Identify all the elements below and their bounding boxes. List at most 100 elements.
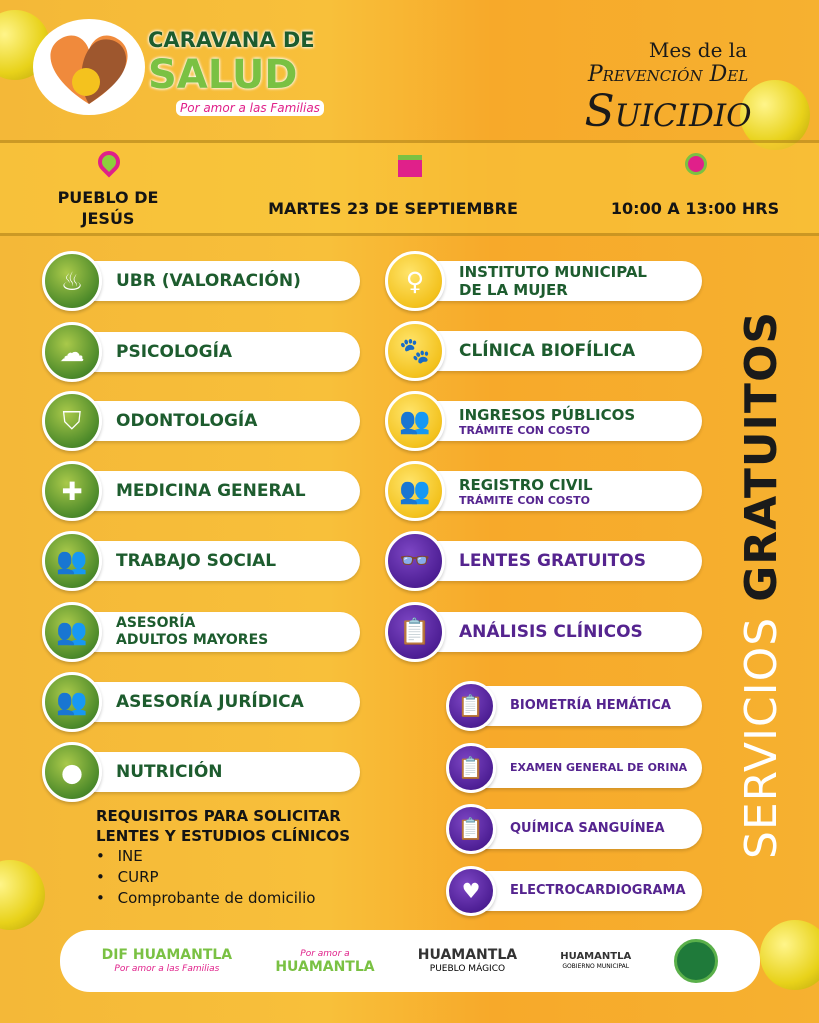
service-item: BIOMETRÍA HEMÁTICA 📋 (446, 681, 702, 731)
service-label: MEDICINA GENERAL (116, 481, 306, 501)
people-desk-icon: 👥 (42, 531, 102, 591)
massage-therapy-icon: ♨ (42, 251, 102, 311)
location-pin-icon (93, 146, 125, 178)
service-label-pill: CLÍNICA BIOFÍLICA (415, 331, 702, 371)
caravana-logo: CARAVANA DE SALUD Por amor a las Familia… (36, 22, 324, 122)
requirement-item: CURP (96, 867, 350, 888)
people-desk-icon: 👥 (385, 461, 445, 521)
service-label-pill: BIOMETRÍA HEMÁTICA (471, 686, 702, 726)
service-label-pill: EXAMEN GENERAL DE ORINA (471, 748, 702, 788)
clipboard-icon: 📋 (446, 743, 496, 793)
service-label: LENTES GRATUITOS (459, 551, 646, 571)
service-label-pill: ANÁLISIS CLÍNICOS (415, 612, 702, 652)
service-label: ANÁLISIS CLÍNICOS (459, 622, 643, 642)
people-desk-icon: 👥 (385, 391, 445, 451)
service-label: PSICOLOGÍA (116, 342, 233, 362)
calendar-icon (398, 155, 422, 177)
service-item: ASESORÍA JURÍDICA 👥 (42, 672, 360, 732)
event-time: 10:00 A 13:00 HRS (610, 199, 780, 218)
service-item: UBR (VALORACIÓN) ♨ (42, 251, 360, 311)
service-item: NUTRICIÓN ● (42, 742, 360, 802)
apple-icon: ● (42, 742, 102, 802)
service-item: REGISTRO CIVIL TRÁMITE CON COSTO 👥 (385, 461, 702, 521)
service-label-pill: MEDICINA GENERAL (72, 471, 360, 511)
paw-icon: 🐾 (385, 321, 445, 381)
service-label-pill: ODONTOLOGÍA (72, 401, 360, 441)
service-label-pill: LENTES GRATUITOS (415, 541, 702, 581)
service-label-pill: PSICOLOGÍA (72, 332, 360, 372)
service-item: MEDICINA GENERAL ✚ (42, 461, 360, 521)
pueblo-magico-logo: HUAMANTLA PUEBLO MÁGICO (417, 946, 518, 974)
requirement-item: Comprobante de domicilio (96, 888, 350, 909)
event-date: MARTES 23 DE SEPTIEMBRE (268, 199, 518, 218)
service-item: EXAMEN GENERAL DE ORINA 📋 (446, 743, 702, 793)
service-item: INSTITUTO MUNICIPAL DE LA MUJER ♀ (385, 251, 702, 311)
logo-line1: CARAVANA DE (148, 28, 315, 52)
service-label-pill: REGISTRO CIVIL TRÁMITE CON COSTO (415, 471, 702, 511)
service-label-pill: ELECTROCARDIOGRAMA (471, 871, 702, 911)
service-label: INSTITUTO MUNICIPAL (459, 263, 647, 281)
service-item: CLÍNICA BIOFÍLICA 🐾 (385, 321, 702, 381)
service-item: ODONTOLOGÍA ⛉ (42, 391, 360, 451)
service-item: ASESORÍA ADULTOS MAYORES 👥 (42, 602, 360, 662)
service-label: ASESORÍA JURÍDICA (116, 692, 304, 712)
service-label: EXAMEN GENERAL DE ORINA (510, 761, 688, 774)
por-amor-huamantla-logo: Por amor a HUAMANTLA (275, 948, 375, 975)
clipboard-icon: 📋 (446, 804, 496, 854)
service-label: BIOMETRÍA HEMÁTICA (510, 698, 671, 713)
service-label-pill: ASESORÍA JURÍDICA (72, 682, 360, 722)
service-label: CLÍNICA BIOFÍLICA (459, 341, 636, 361)
brain-icon: ☁ (42, 322, 102, 382)
service-label-pill: QUÍMICA SANGUÍNEA (471, 809, 702, 849)
service-label-pill: UBR (VALORACIÓN) (72, 261, 360, 301)
service-label: ODONTOLOGÍA (116, 411, 258, 431)
service-label: ASESORÍA (116, 615, 196, 631)
service-note: TRÁMITE CON COSTO (459, 423, 591, 437)
service-label-pill: INSTITUTO MUNICIPAL DE LA MUJER (415, 261, 702, 301)
heart-decoration (760, 920, 819, 990)
service-label-pill: ASESORÍA ADULTOS MAYORES (72, 612, 360, 652)
service-label: UBR (VALORACIÓN) (116, 271, 301, 291)
event-info-band: PUEBLO DE JESÚS MARTES 23 DE SEPTIEMBRE … (0, 140, 819, 236)
service-item: INGRESOS PÚBLICOS TRÁMITE CON COSTO 👥 (385, 391, 702, 451)
glasses-icon: 👓 (385, 531, 445, 591)
clipboard-icon: 📋 (446, 681, 496, 731)
clipboard-icon: 📋 (385, 602, 445, 662)
side-title: SERVICIOS GRATUITOS (736, 310, 787, 860)
logo-tagline: Por amor a las Familias (176, 100, 324, 116)
service-label: REGISTRO CIVIL (459, 475, 593, 494)
service-label: NUTRICIÓN (116, 762, 223, 782)
requirements: REQUISITOS PARA SOLICITAR LENTES Y ESTUD… (96, 806, 350, 909)
gobierno-municipal-logo: HUAMANTLA GOBIERNO MUNICIPAL (560, 951, 632, 970)
requirement-item: INE (96, 846, 350, 867)
service-label-pill: INGRESOS PÚBLICOS TRÁMITE CON COSTO (415, 401, 702, 441)
people-desk-icon: 👥 (42, 672, 102, 732)
sponsor-logos-bar: DIF HUAMANTLA Por amor a las Familias Por… (60, 930, 760, 992)
guinness-record-badge (674, 939, 719, 983)
service-item: TRABAJO SOCIAL 👥 (42, 531, 360, 591)
service-label: QUÍMICA SANGUÍNEA (510, 821, 665, 836)
family-heart-icon (36, 22, 142, 112)
people-desk-icon: 👥 (42, 602, 102, 662)
service-item: ANÁLISIS CLÍNICOS 📋 (385, 602, 702, 662)
clock-icon (685, 153, 707, 175)
service-label: DE LA MUJER (459, 281, 568, 299)
heart-decoration (740, 80, 810, 150)
event-location: PUEBLO DE JESÚS (57, 188, 159, 228)
woman-profile-icon: ♀ (385, 251, 445, 311)
service-label: ELECTROCARDIOGRAMA (510, 883, 686, 898)
service-item: LENTES GRATUITOS 👓 (385, 531, 702, 591)
service-label-pill: NUTRICIÓN (72, 752, 360, 792)
service-item: PSICOLOGÍA ☁ (42, 322, 360, 382)
logo-line2: SALUD (148, 52, 298, 98)
dif-huamantla-logo: DIF HUAMANTLA Por amor a las Familias (101, 946, 233, 974)
service-label: TRABAJO SOCIAL (116, 551, 277, 571)
service-label: INGRESOS PÚBLICOS (459, 405, 636, 424)
service-item: ELECTROCARDIOGRAMA ♥ (446, 866, 702, 916)
campaign-title: Mes de la Prevención Del Suicidio (584, 38, 752, 137)
service-label: ADULTOS MAYORES (116, 632, 269, 648)
heartbeat-icon: ♥ (446, 866, 496, 916)
service-note: TRÁMITE CON COSTO (459, 493, 591, 507)
medical-cross-icon: ✚ (42, 461, 102, 521)
service-item: QUÍMICA SANGUÍNEA 📋 (446, 804, 702, 854)
